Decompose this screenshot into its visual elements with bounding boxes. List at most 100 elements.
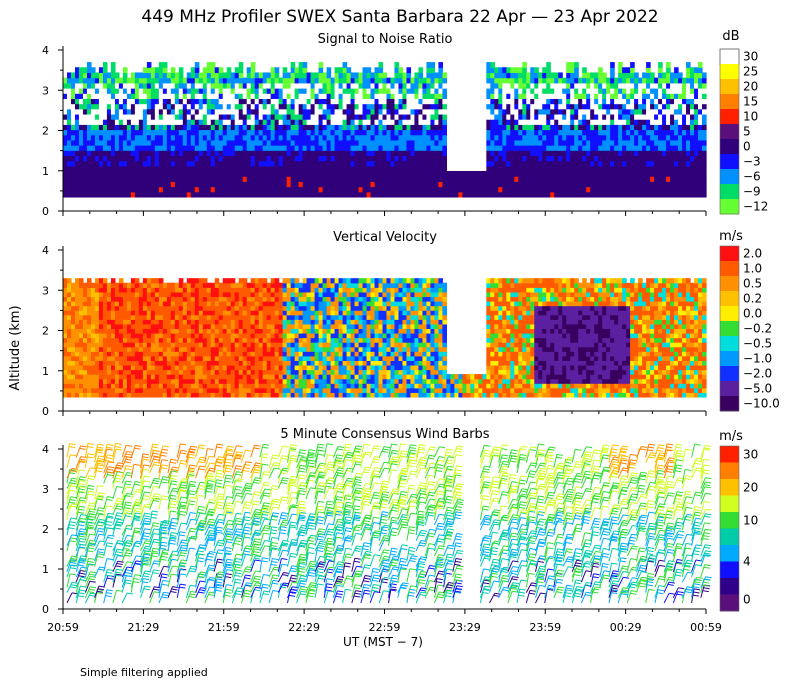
colorbar-swatch [720, 495, 739, 513]
colorbar-label: 15 [743, 95, 758, 109]
x-tick-label: 22:59 [369, 621, 401, 634]
colorbar-label: 0.2 [743, 292, 762, 306]
colorbar-swatch [720, 462, 739, 480]
colorbar-label: 10 [743, 513, 758, 527]
colorbar-label: 2.0 [743, 247, 762, 261]
y-tick-label: 3 [42, 284, 49, 297]
x-tick-label: 20:59 [47, 621, 79, 634]
colorbar-label: 0 [743, 593, 751, 607]
colorbar-swatch [720, 366, 739, 382]
colorbar-swatch [720, 291, 739, 307]
y-tick-label: 3 [42, 483, 49, 496]
colorbar-swatch [720, 276, 739, 292]
colorbar-label: −0.5 [743, 337, 772, 351]
colorbar-units: m/s [719, 229, 743, 244]
colorbar-label: −9 [743, 185, 761, 199]
x-axis-label: UT (MST − 7) [343, 635, 423, 649]
colorbar-swatch [720, 261, 739, 277]
colorbar-swatch [720, 578, 739, 595]
colorbar-units: dB [722, 29, 739, 44]
colorbar-swatch [720, 94, 739, 110]
x-tick-label: 21:59 [208, 621, 240, 634]
axes: 0 1 2 3 4 20:59 21:29 21:59 22:29 22:59 23:29 23:59… [42, 427, 743, 634]
y-tick-label: 2 [42, 523, 49, 536]
panel-title: Signal to Noise Ratio [318, 32, 453, 47]
footnote: Simple filtering applied [80, 666, 208, 679]
axes: 0 1 2 3 4 Vertical Velocity m/s [42, 229, 743, 418]
colorbar-label: −2.0 [743, 367, 772, 381]
colorbar-swatch [720, 169, 739, 185]
colorbar-swatch [720, 79, 739, 95]
y-tick-label: 0 [42, 205, 49, 218]
heatmap-cells [63, 278, 707, 398]
colorbar-label: 0.0 [743, 307, 762, 321]
colorbar-frame [719, 445, 740, 612]
colorbar-label: −1.0 [743, 352, 772, 366]
colorbar-swatch [720, 139, 739, 155]
y-tick-label: 4 [42, 244, 49, 257]
colorbar-label: −0.2 [743, 322, 772, 336]
y-tick-label: 0 [42, 603, 49, 616]
colorbar-swatch [720, 561, 739, 579]
x-tick-label: 23:59 [529, 621, 561, 634]
colorbar-swatch [720, 351, 739, 367]
axes: 0 1 2 3 4 Signal to Noise Ratio dB [42, 29, 740, 218]
colorbar-label: 0 [743, 140, 751, 154]
x-tick-label: 21:29 [128, 621, 160, 634]
colorbar-label: 5 [743, 125, 751, 139]
colorbar: 2.01.00.50.20.0−0.2−0.5−1.0−2.0−5.0−10.0 [719, 245, 780, 412]
colorbar-swatch [720, 306, 739, 322]
y-tick-label: 0 [42, 405, 49, 418]
colorbar-swatch [720, 381, 739, 397]
colorbar-swatch [720, 321, 739, 337]
colorbar-label: 4 [743, 555, 751, 569]
x-tick-label: 22:29 [288, 621, 320, 634]
panel-title: 5 Minute Consensus Wind Barbs [280, 427, 489, 442]
colorbar-swatch [719, 48, 740, 65]
colorbar-swatch [720, 479, 739, 496]
y-tick-label: 2 [42, 125, 49, 138]
figure-title: 449 MHz Profiler SWEX Santa Barbara 22 A… [141, 7, 658, 27]
colorbar-label: −6 [743, 170, 761, 184]
colorbar-label: 30 [743, 50, 758, 64]
colorbar-swatch [720, 446, 739, 463]
y-tick-label: 1 [42, 365, 49, 378]
colorbar-label: 20 [743, 480, 758, 494]
x-tick-label: 23:29 [449, 621, 481, 634]
colorbar-label: 25 [743, 65, 758, 79]
colorbar-swatch [720, 545, 739, 562]
heatmap-cells [63, 62, 707, 198]
colorbar-units: m/s [719, 429, 743, 444]
colorbar-swatch [720, 512, 739, 529]
colorbar-swatch [720, 154, 739, 170]
colorbar-swatch [720, 336, 739, 352]
colorbar-swatch [720, 594, 739, 612]
x-tick-label: 00:59 [690, 621, 722, 634]
y-tick-label: 1 [42, 165, 49, 178]
colorbar: 30 20 10 4 0 [719, 445, 758, 612]
colorbar-label: −5.0 [743, 382, 772, 396]
colorbar-label: 0.5 [743, 277, 762, 291]
colorbar-label: −3 [743, 155, 761, 169]
colorbar-label: −12 [743, 200, 768, 214]
colorbar-swatch [720, 124, 739, 140]
colorbar-swatch [720, 64, 739, 80]
colorbar-label: −10.0 [743, 397, 780, 411]
y-tick-label: 4 [42, 44, 49, 57]
x-tick-label: 00:29 [610, 621, 642, 634]
y-axis-label: Altitude (km) [8, 305, 23, 390]
colorbar-swatch [720, 199, 739, 215]
colorbar-swatch [720, 246, 739, 262]
wind-barbs [66, 442, 712, 604]
colorbar-frame [719, 48, 740, 215]
colorbar-label: 20 [743, 80, 758, 94]
colorbar-swatch [720, 109, 739, 125]
colorbar-swatch [720, 184, 739, 200]
colorbar-label: 10 [743, 110, 758, 124]
colorbar-swatch [720, 396, 739, 412]
y-tick-label: 3 [42, 84, 49, 97]
colorbar-frame [719, 245, 740, 412]
